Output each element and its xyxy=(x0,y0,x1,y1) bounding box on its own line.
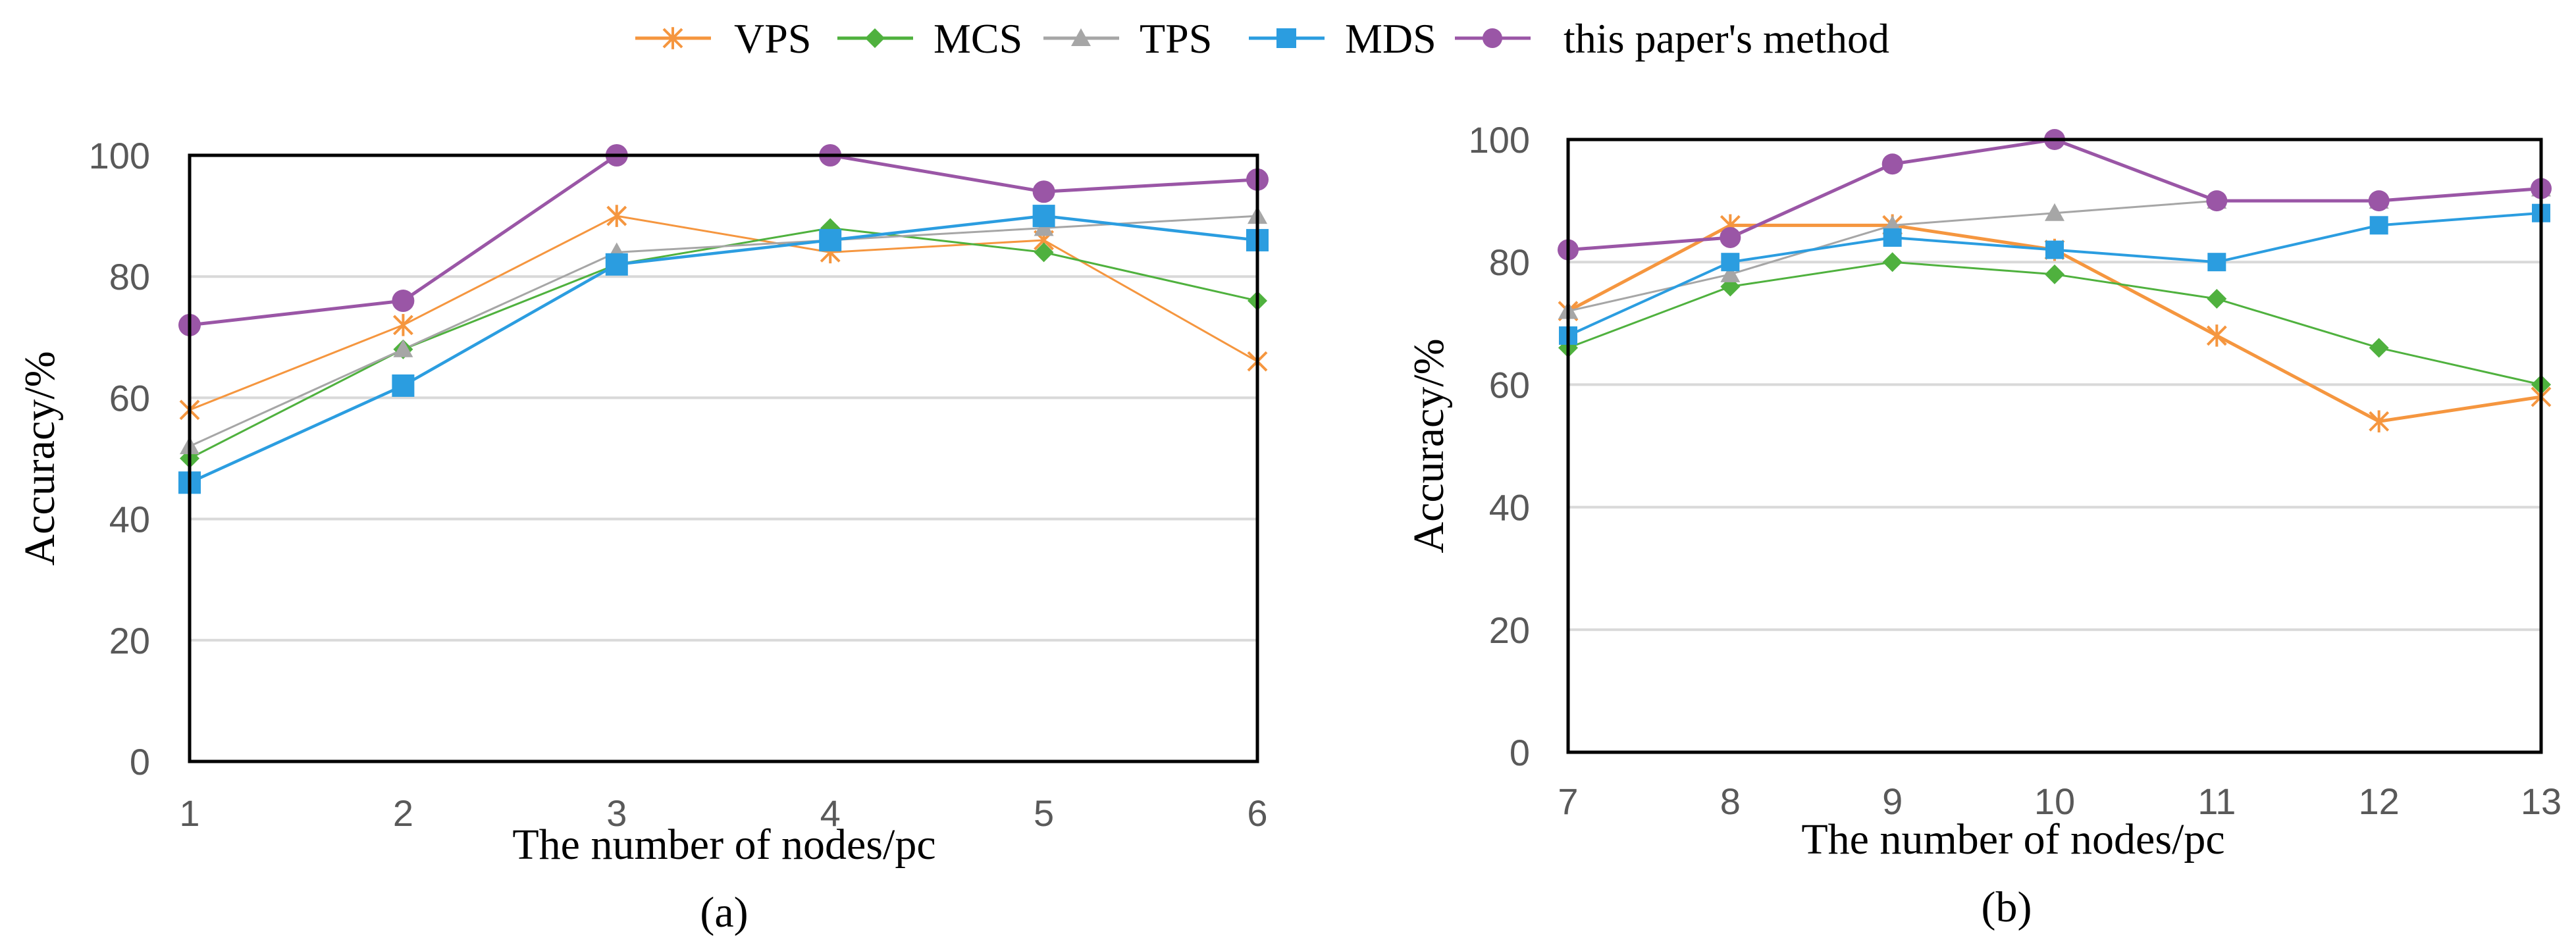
series-line-this-paper-s-method xyxy=(189,153,1258,327)
data-point-this-paper-s-method-5 xyxy=(1032,180,1055,203)
x-tick-label-10: 10 xyxy=(2034,781,2075,822)
data-point-tps-8 xyxy=(1720,264,1741,282)
series-markers-mcs xyxy=(180,218,1267,469)
x-tick-labels: 1 2 3 4 5 6 xyxy=(179,792,1267,834)
series-line-mds xyxy=(189,214,1258,484)
y-tick-label-20: 20 xyxy=(1489,609,1530,651)
data-point-vps-12 xyxy=(2369,410,2390,433)
x-tick-label-9: 9 xyxy=(1882,781,1903,822)
data-point-this-paper-s-method-8 xyxy=(1720,226,1741,248)
data-point-mds-5 xyxy=(1032,205,1055,228)
x-axis-label: The number of nodes/pc xyxy=(1801,815,2224,863)
chart-panel-a: 0 20 40 60 80 100 1 2 3 4 5 6 The number of nodes/pc… xyxy=(16,135,1269,937)
legend: VPS MCS TPS MDS this paper's method xyxy=(635,15,1889,62)
x-tick-label-6: 6 xyxy=(1247,792,1267,834)
panel-label: (a) xyxy=(700,888,748,937)
gridlines xyxy=(190,154,1257,642)
series-line-tps xyxy=(189,215,1258,448)
legend-marker-this-paper-s-method xyxy=(1483,28,1502,48)
y-axis-label: Accuracy/% xyxy=(1405,338,1453,553)
series-group xyxy=(178,144,1269,494)
x-tick-label-8: 8 xyxy=(1720,781,1741,822)
series-markers-vps xyxy=(179,205,1268,421)
panel-label: (b) xyxy=(1982,883,2032,931)
series-line-mcs xyxy=(189,227,1258,459)
legend-marker-tps xyxy=(1071,28,1091,46)
legend-label-this-paper-s-method: this paper's method xyxy=(1564,15,1889,62)
y-tick-label-40: 40 xyxy=(1489,487,1530,528)
data-point-tps-2 xyxy=(393,339,413,357)
y-tick-label-60: 60 xyxy=(1489,364,1530,405)
legend-label-vps: VPS xyxy=(734,15,811,62)
data-point-mds-4 xyxy=(819,228,842,251)
x-tick-label-2: 2 xyxy=(393,792,413,834)
y-tick-label-0: 0 xyxy=(1510,732,1530,773)
data-point-mds-11 xyxy=(2207,253,2226,272)
data-point-tps-10 xyxy=(2045,203,2064,221)
x-tick-label-5: 5 xyxy=(1034,792,1054,834)
series-group xyxy=(1558,129,2552,433)
x-tick-label-11: 11 xyxy=(2197,781,2236,822)
data-point-mcs-11 xyxy=(2207,289,2227,309)
x-tick-label-3: 3 xyxy=(606,792,627,834)
y-tick-labels: 0 20 40 60 80 100 xyxy=(1469,119,1530,773)
y-tick-labels: 0 20 40 60 80 100 xyxy=(89,135,150,783)
legend-item-tps: TPS xyxy=(1043,15,1212,62)
data-point-mds-3 xyxy=(605,253,628,276)
series-markers-tps xyxy=(180,206,1267,455)
legend-label-mds: MDS xyxy=(1345,15,1436,62)
legend-marker-vps xyxy=(662,27,683,49)
data-point-mcs-5 xyxy=(1034,242,1054,263)
x-tick-label-1: 1 xyxy=(179,792,199,834)
x-tick-labels: 7 8 9 10 11 12 13 xyxy=(1558,781,2562,822)
y-axis-label: Accuracy/% xyxy=(16,351,64,565)
y-tick-label-100: 100 xyxy=(1469,119,1530,161)
data-point-mds-8 xyxy=(1721,253,1740,272)
y-tick-label-80: 80 xyxy=(1489,242,1530,283)
legend-item-this-paper-s-method: this paper's method xyxy=(1455,15,1889,62)
plot-frame xyxy=(1566,138,2543,754)
data-point-this-paper-s-method-2 xyxy=(392,290,415,313)
x-tick-label-7: 7 xyxy=(1558,781,1578,822)
y-tick-label-80: 80 xyxy=(109,256,150,297)
x-tick-label-4: 4 xyxy=(820,792,841,834)
legend-label-tps: TPS xyxy=(1140,15,1212,62)
data-point-mcs-10 xyxy=(2045,264,2064,284)
data-point-mcs-12 xyxy=(2369,338,2389,358)
data-point-mcs-9 xyxy=(1882,252,1903,272)
legend-marker-mds xyxy=(1276,28,1296,48)
data-point-mds-2 xyxy=(392,374,415,397)
data-point-mds-10 xyxy=(2045,240,2064,259)
series-markers-this-paper-s-method xyxy=(1558,129,2552,261)
data-point-this-paper-s-method-11 xyxy=(2206,190,2228,212)
data-point-vps-2 xyxy=(392,314,413,336)
data-point-this-paper-s-method-9 xyxy=(1881,153,1903,175)
y-tick-label-100: 100 xyxy=(89,135,150,176)
y-tick-label-0: 0 xyxy=(130,741,150,783)
data-point-vps-3 xyxy=(606,205,627,227)
data-point-mds-9 xyxy=(1883,228,1902,247)
y-tick-label-60: 60 xyxy=(109,377,150,419)
data-point-this-paper-s-method-12 xyxy=(2368,190,2390,212)
legend-marker-mcs xyxy=(865,28,885,48)
data-point-mds-12 xyxy=(2369,216,2388,235)
legend-item-mds: MDS xyxy=(1249,15,1436,62)
chart-panel-b: 0 20 40 60 80 100 7 8 9 10 11 12 13 The number of nod… xyxy=(1405,119,2562,931)
legend-item-vps: VPS xyxy=(635,15,811,62)
data-point-vps-11 xyxy=(2206,324,2227,347)
legend-label-mcs: MCS xyxy=(933,15,1022,62)
x-tick-label-12: 12 xyxy=(2359,781,2400,822)
y-tick-label-40: 40 xyxy=(109,499,150,540)
legend-item-mcs: MCS xyxy=(837,15,1022,62)
series-line-vps xyxy=(189,215,1258,411)
y-tick-label-20: 20 xyxy=(109,620,150,661)
x-tick-label-13: 13 xyxy=(2521,781,2562,822)
x-axis-label: The number of nodes/pc xyxy=(512,821,935,869)
plot-frame xyxy=(188,153,1259,763)
